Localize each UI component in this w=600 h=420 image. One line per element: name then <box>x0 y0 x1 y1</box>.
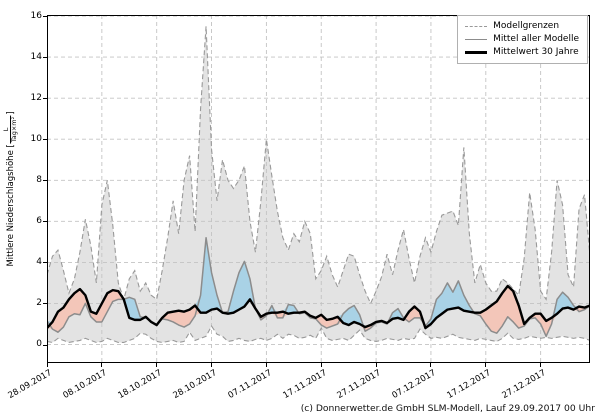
legend-label: Mittelwert 30 Jahre <box>493 47 579 57</box>
precipitation-chart <box>47 15 590 363</box>
y-tick-mark <box>43 16 47 18</box>
model-upper-boundary-line <box>47 26 590 305</box>
y-tick-mark <box>43 344 47 346</box>
plot-frame <box>47 15 590 363</box>
y-tick-mark <box>43 262 47 264</box>
black-line-sample-icon <box>465 51 488 54</box>
x-tick-mark <box>430 363 432 367</box>
copyright-footer: (c) Donnerwetter.de GmbH SLM-Modell, Lau… <box>300 403 595 414</box>
legend-item-mittel-aller-modelle: Mittel aller Modelle <box>465 33 579 46</box>
x-tick-label: 17.11.2017 <box>281 368 329 401</box>
legend-item-mittelwert-30-jahre: Mittelwert 30 Jahre <box>465 46 579 59</box>
x-tick-mark <box>265 363 267 367</box>
y-tick-mark <box>43 139 47 141</box>
model-lower-boundary-line <box>47 324 590 344</box>
y-tick-label: 14 <box>30 51 42 62</box>
y-tick-label: 10 <box>30 133 42 144</box>
plot-area <box>47 15 590 363</box>
x-tick-mark <box>101 363 103 367</box>
model-range-band <box>47 26 590 343</box>
x-tick-label: 28.10.2017 <box>171 368 219 401</box>
y-tick-mark <box>43 180 47 182</box>
y-tick-mark <box>43 221 47 223</box>
gray-line-sample-icon <box>465 39 488 40</box>
x-tick-mark <box>375 363 377 367</box>
mean-30y-line <box>47 284 590 330</box>
y-axis-label-prefix: Mittlere Niederschlagshöhe [ <box>6 144 16 267</box>
model-mean-line <box>47 237 590 338</box>
y-axis-label-suffix: ] <box>6 111 16 115</box>
legend: Modellgrenzen Mittel aller Modelle Mitte… <box>457 15 588 64</box>
y-tick-label: 6 <box>36 215 42 226</box>
dashed-line-sample-icon <box>465 26 488 27</box>
legend-label: Modellgrenzen <box>493 21 560 31</box>
y-tick-label: 2 <box>36 297 42 308</box>
x-tick-label: 28.09.2017 <box>6 368 54 401</box>
y-axis-unit-fraction: L Tag×m² <box>2 115 19 144</box>
y-tick-mark <box>43 57 47 59</box>
y-tick-mark <box>43 98 47 100</box>
x-tick-mark <box>540 363 542 367</box>
legend-label: Mittel aller Modelle <box>493 34 579 44</box>
fill-above-mean <box>47 237 590 329</box>
x-tick-mark <box>320 363 322 367</box>
x-tick-mark <box>46 363 48 367</box>
y-tick-label: 12 <box>30 92 42 103</box>
x-tick-label: 07.11.2017 <box>226 368 274 401</box>
x-tick-mark <box>485 363 487 367</box>
x-tick-label: 08.10.2017 <box>61 368 109 401</box>
y-tick-label: 16 <box>30 10 42 21</box>
x-tick-label: 18.10.2017 <box>116 368 164 401</box>
fill-below-mean <box>47 286 590 337</box>
y-tick-label: 0 <box>36 339 42 350</box>
y-tick-mark <box>43 303 47 305</box>
y-tick-label: 4 <box>36 256 42 267</box>
x-tick-mark <box>211 363 213 367</box>
x-tick-label: 07.12.2017 <box>390 368 438 401</box>
y-axis-label: Mittlere Niederschlagshöhe [L Tag×m²] <box>2 111 19 267</box>
y-tick-label: 8 <box>36 174 42 185</box>
x-tick-label: 17.12.2017 <box>445 368 493 401</box>
x-tick-mark <box>156 363 158 367</box>
x-tick-label: 27.12.2017 <box>500 368 548 401</box>
legend-item-modellgrenzen: Modellgrenzen <box>465 20 579 33</box>
x-tick-label: 27.11.2017 <box>335 368 384 401</box>
